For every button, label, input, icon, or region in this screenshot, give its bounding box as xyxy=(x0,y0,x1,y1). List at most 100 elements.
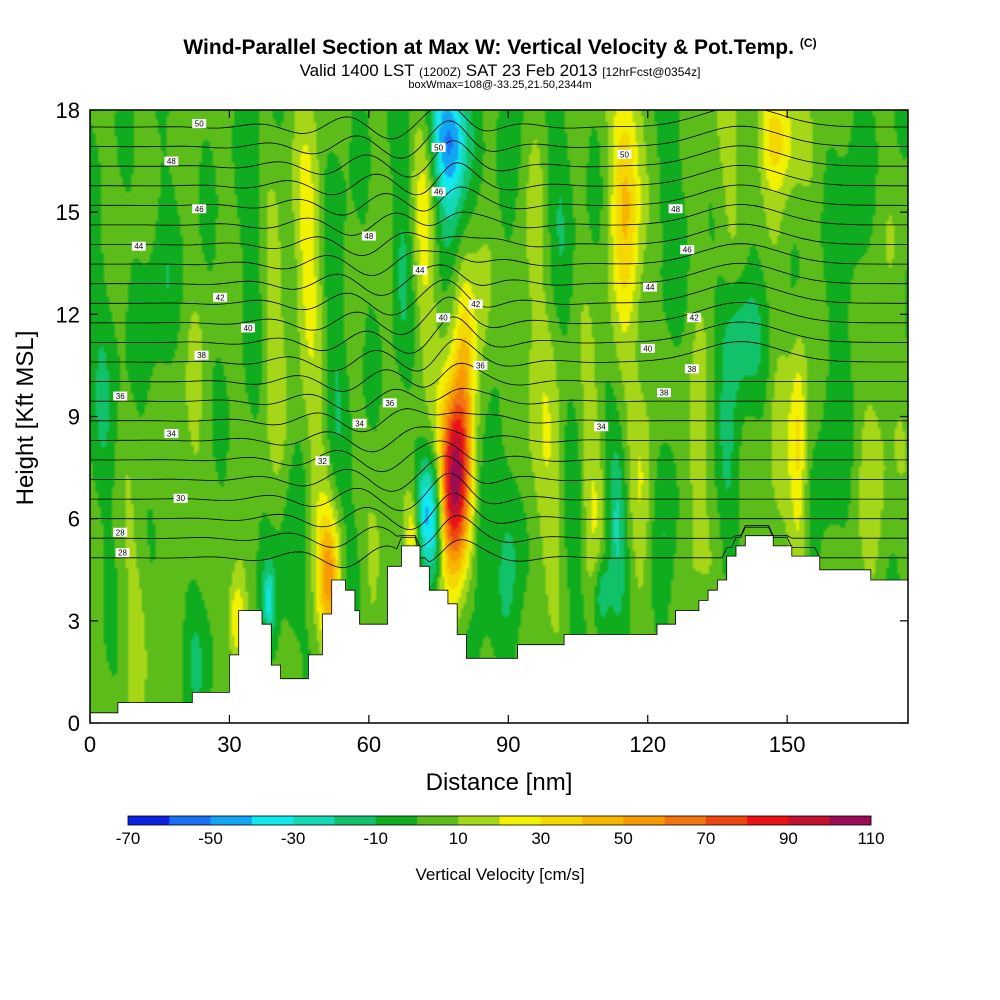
x-tick-label: 0 xyxy=(84,732,96,757)
contour-label-text: 38 xyxy=(687,365,696,374)
colorbar-swatch xyxy=(251,816,294,825)
colorbar-swatch xyxy=(829,816,872,825)
colorbar: -70 -50 -30 -10 10 30 50 70 90 110 xyxy=(116,815,885,848)
colorbar-swatch xyxy=(705,816,748,825)
contour-label: 50 xyxy=(617,149,632,159)
contour-label: 28 xyxy=(115,548,130,558)
contour-label-text: 38 xyxy=(660,389,669,398)
theta-contours xyxy=(90,110,908,569)
chart-title-text: Wind-Parallel Section at Max W: Vertical… xyxy=(183,36,794,59)
contour-label-text: 36 xyxy=(116,392,125,401)
theta-contour-line xyxy=(90,279,908,316)
contour-label-bg xyxy=(468,299,483,309)
contour-label: 38 xyxy=(656,388,671,398)
contour-label: 48 xyxy=(668,204,683,214)
theta-contour-line xyxy=(90,440,908,473)
contour-label-text: 32 xyxy=(318,457,327,466)
theta-contour-line xyxy=(90,140,908,178)
x-tick-label: 120 xyxy=(629,732,666,757)
contour-label-text: 42 xyxy=(690,314,699,323)
contour-label: 38 xyxy=(684,364,699,374)
contour-label: 42 xyxy=(213,292,228,302)
contour-label-bg xyxy=(115,548,130,558)
theta-contour-line xyxy=(90,184,908,216)
colorbar-tick-label: -70 xyxy=(116,829,141,848)
colorbar-tick-label: 50 xyxy=(614,829,633,848)
copyright-mark: (C) xyxy=(799,36,817,50)
contour-label: 44 xyxy=(131,241,146,251)
contour-label-text: 40 xyxy=(244,324,253,333)
valid-prefix: Valid 1400 LST xyxy=(299,61,415,80)
colorbar-swatch xyxy=(499,816,542,825)
contour-label-bg xyxy=(113,527,128,537)
contour-label: 44 xyxy=(643,282,658,292)
contour-labels: 28 28 30 32 34 34 34 36 36 36 38 38 38 40 40 40 42 42 42 44… xyxy=(113,119,702,558)
x-tick-label: 90 xyxy=(496,732,520,757)
contour-label-text: 48 xyxy=(364,232,373,241)
theta-contour-line xyxy=(90,472,908,512)
x-axis-label: Distance [nm] xyxy=(426,769,573,796)
contour-label-bg xyxy=(113,391,128,401)
theta-contour-line xyxy=(90,408,908,433)
colorbar-swatch xyxy=(169,816,211,825)
contour-label-bg xyxy=(194,350,209,360)
contour-label-text: 30 xyxy=(176,494,185,503)
colorbar-swatch xyxy=(788,816,831,825)
theta-contour-line xyxy=(90,110,908,140)
contour-label-bg xyxy=(164,156,179,166)
x-tick-label: 30 xyxy=(217,732,241,757)
theta-contour-line xyxy=(90,120,908,159)
contour-label-bg xyxy=(594,422,609,432)
plot-area: 28 28 30 32 34 34 34 36 36 36 38 38 38 40 40 40 42 42 42 44… xyxy=(89,109,909,724)
theta-contour-line xyxy=(90,338,908,372)
colorbar-swatch xyxy=(334,816,376,825)
contour-label-bg xyxy=(131,241,146,251)
colorbar-swatch xyxy=(416,816,459,825)
colorbar-tick-label: -50 xyxy=(198,829,223,848)
theta-contour-line xyxy=(90,455,908,492)
forecast-info: [12hrFcst@0354z] xyxy=(602,65,701,79)
contour-label-text: 50 xyxy=(620,150,629,159)
contour-label-text: 40 xyxy=(439,314,448,323)
contour-label: 30 xyxy=(173,493,188,503)
contour-label: 50 xyxy=(431,142,446,152)
contour-label-bg xyxy=(680,245,695,255)
colorbar-tick-label: 110 xyxy=(857,829,884,848)
contour-label-bg xyxy=(431,187,446,197)
contour-label-bg xyxy=(382,398,397,408)
contour-label-text: 50 xyxy=(195,120,204,129)
contour-label-bg xyxy=(352,418,367,428)
contour-label-bg xyxy=(687,313,702,323)
colorbar-label: Vertical Velocity [cm/s] xyxy=(415,865,584,884)
colorbar-swatch xyxy=(582,816,624,825)
contour-label-bg xyxy=(473,360,488,370)
theta-contour-line xyxy=(90,262,908,296)
contour-label-bg xyxy=(684,364,699,374)
theta-contour-line xyxy=(90,426,908,453)
contour-label: 38 xyxy=(194,350,209,360)
contour-label-bg xyxy=(617,149,632,159)
contour-label-text: 34 xyxy=(597,423,606,432)
contour-label-bg xyxy=(213,292,228,302)
contour-label-bg xyxy=(656,388,671,398)
contour-label-text: 28 xyxy=(116,528,125,537)
colorbar-swatch xyxy=(293,816,335,825)
theta-contour-line xyxy=(90,492,908,531)
contour-label-text: 44 xyxy=(416,266,425,275)
contour-label-text: 40 xyxy=(643,344,652,353)
contour-label: 32 xyxy=(315,456,330,466)
theta-contour-line xyxy=(90,514,908,548)
contour-label: 40 xyxy=(436,313,451,323)
theta-contour-line xyxy=(90,526,908,569)
colorbar-swatch xyxy=(623,816,665,825)
valid-date: SAT 23 Feb 2013 xyxy=(465,61,598,80)
contour-label-text: 42 xyxy=(471,300,480,309)
contour-label-bg xyxy=(436,313,451,323)
contour-label-bg xyxy=(640,343,655,353)
y-tick-label: 12 xyxy=(56,302,80,327)
contour-label-bg xyxy=(431,142,446,152)
x-tick-label: 60 xyxy=(357,732,381,757)
contour-label: 48 xyxy=(164,156,179,166)
